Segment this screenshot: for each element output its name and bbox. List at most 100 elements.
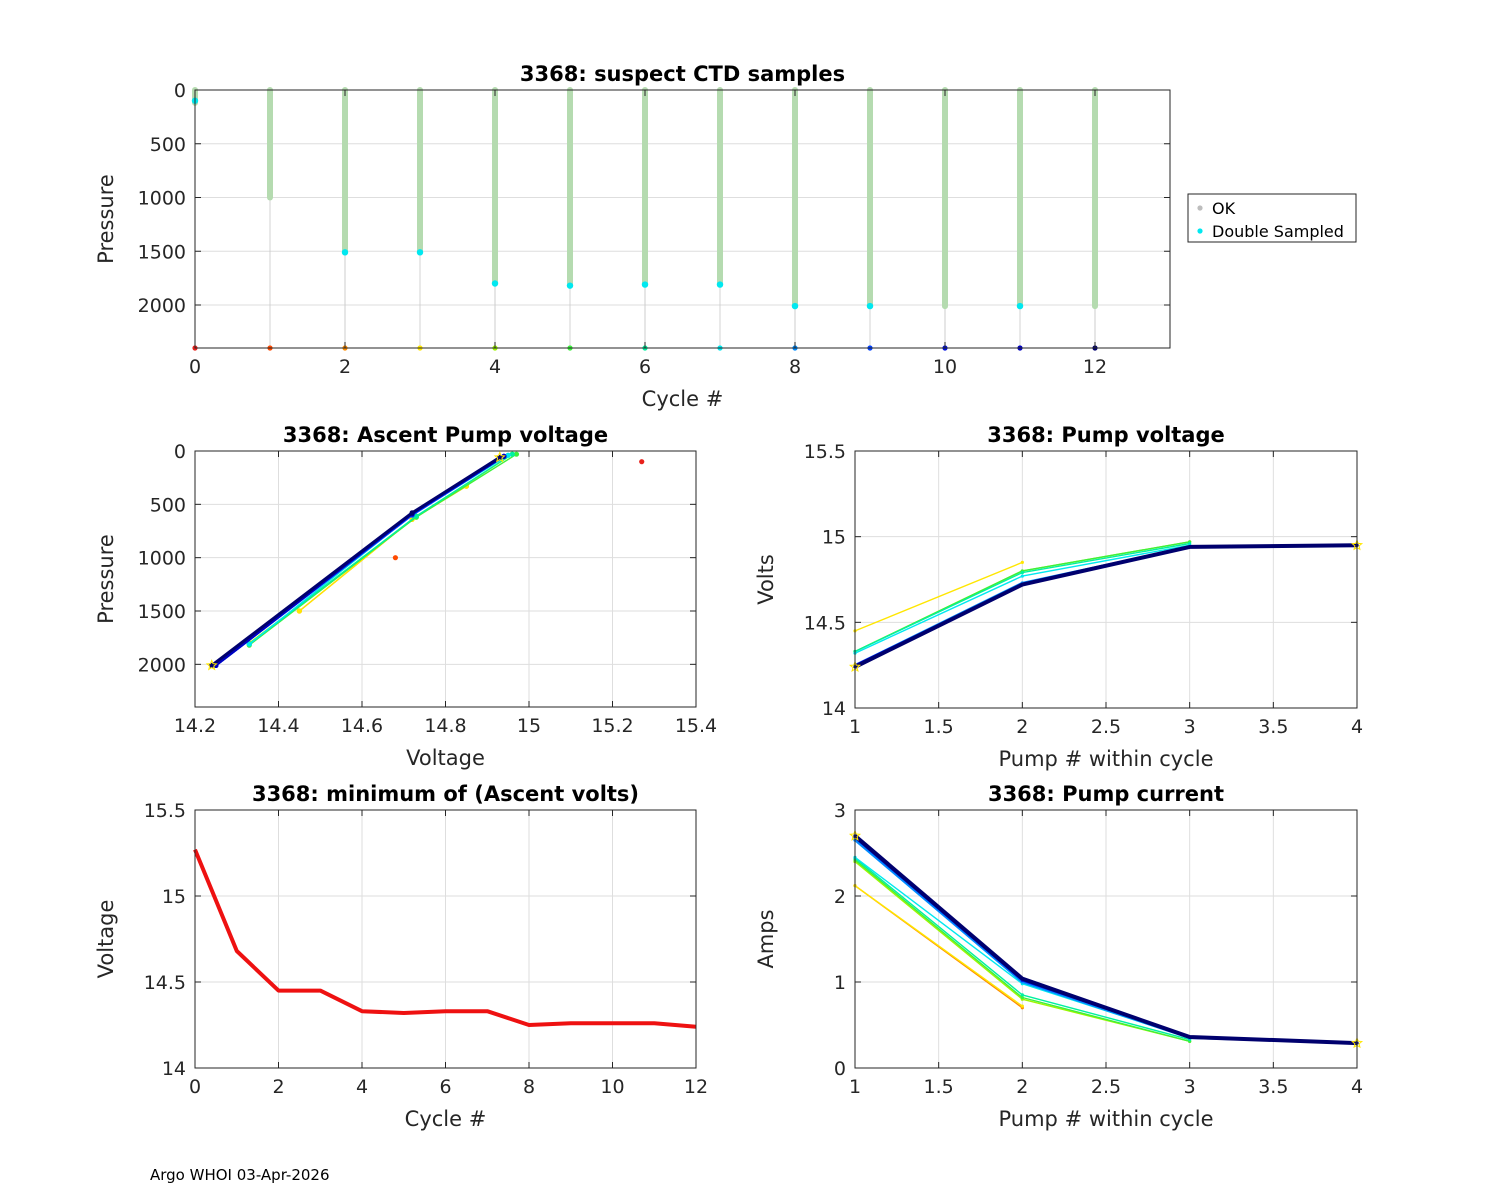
ascent-pump-voltage-chart: 14.2 14.4 14.6 14.8 15 15.2 15.4 0 500 1000 1500 20… xyxy=(94,423,717,770)
x-tick-label: 6 xyxy=(439,1076,451,1098)
x-tick-label: 6 xyxy=(639,356,651,378)
x-tick-label: 2 xyxy=(339,356,351,378)
x-tick-label: 3 xyxy=(1184,1076,1196,1098)
x-tick-label: 0 xyxy=(189,356,201,378)
ascent-end-marker xyxy=(493,451,506,463)
x-tick-label: 10 xyxy=(600,1076,624,1098)
double-sampled-point xyxy=(641,281,649,288)
y-tick-label: 0 xyxy=(174,80,186,102)
x-axis-label: Voltage xyxy=(406,746,485,770)
x-tick-label: 12 xyxy=(684,1076,708,1098)
ascent-point xyxy=(409,510,415,516)
double-sampled-point xyxy=(491,280,499,287)
ascent-point xyxy=(513,451,520,457)
x-tick-label: 1 xyxy=(849,716,861,738)
x-tick-label: 3 xyxy=(1184,716,1196,738)
x-tick-label: 8 xyxy=(789,356,801,378)
x-tick-label: 2.5 xyxy=(1091,716,1121,738)
current-series-line xyxy=(853,834,1358,1046)
double-sampled-point xyxy=(416,249,424,256)
x-tick-label: 4 xyxy=(356,1076,368,1098)
pumpv-point xyxy=(1020,574,1024,578)
pump-voltage-chart: 1 1.5 2 2.5 3 3.5 4 14 14.5 15 15.5 3368: Pump volt… xyxy=(754,423,1364,771)
y-tick-label: 15 xyxy=(822,527,846,549)
y-axis-label: Pressure xyxy=(94,534,118,624)
x-tick-label: 1.5 xyxy=(924,1076,954,1098)
chart-title: 3368: Ascent Pump voltage xyxy=(283,423,608,447)
y-tick-label: 2000 xyxy=(138,654,186,676)
y-tick-label: 500 xyxy=(150,134,186,156)
ascent-point xyxy=(413,513,419,519)
y-axis-label: Pressure xyxy=(94,174,118,264)
ascent-point xyxy=(509,451,515,457)
plot-area xyxy=(848,829,1364,1049)
double-sampled-point xyxy=(341,249,349,256)
current-point xyxy=(1020,995,1024,1000)
ascent-end-marker xyxy=(205,659,218,671)
legend-ok-marker xyxy=(1197,205,1203,211)
y-axis-label: Voltage xyxy=(94,900,118,979)
x-axis-label: Cycle # xyxy=(642,387,724,411)
plot-area xyxy=(848,538,1364,672)
pumpv-series-line xyxy=(854,543,1358,669)
axes-box xyxy=(194,89,1171,349)
x-tick-label: 2.5 xyxy=(1091,1076,1121,1098)
minv-series-line xyxy=(193,848,697,1029)
x-axis-label: Pump # within cycle xyxy=(999,747,1214,771)
y-tick-label: 14 xyxy=(822,698,846,720)
x-tick-label: 4 xyxy=(1351,1076,1363,1098)
ctd-samples-chart: 0 2 4 6 8 10 12 0 500 1000 1500 2000 3368: suspect C… xyxy=(94,62,1171,411)
x-tick-label: 14.6 xyxy=(341,715,383,737)
y-tick-label: 0 xyxy=(174,441,186,463)
x-tick-label: 8 xyxy=(523,1076,535,1098)
y-tick-label: 15.5 xyxy=(144,800,186,822)
ascent-point xyxy=(639,459,645,465)
x-tick-label: 10 xyxy=(933,356,957,378)
current-point xyxy=(1020,1004,1024,1008)
x-tick-label: 14.4 xyxy=(257,715,299,737)
y-axis-label: Volts xyxy=(754,554,778,605)
y-tick-label: 2000 xyxy=(138,295,186,317)
current-point xyxy=(1188,1035,1192,1039)
x-tick-label: 2 xyxy=(272,1076,284,1098)
x-tick-label: 1.5 xyxy=(924,716,954,738)
x-tick-label: 0 xyxy=(189,1076,201,1098)
x-tick-label: 2 xyxy=(1016,1076,1028,1098)
legend-double-label: Double Sampled xyxy=(1212,222,1344,241)
double-sampled-point xyxy=(566,282,574,289)
x-axis-label: Cycle # xyxy=(405,1107,487,1131)
current-point xyxy=(1020,976,1024,981)
pumpv-point xyxy=(1020,583,1024,587)
current-series-line xyxy=(854,885,1023,1007)
chart-title: 3368: Pump voltage xyxy=(987,423,1225,447)
x-tick-label: 15.4 xyxy=(675,715,717,737)
y-tick-label: 1000 xyxy=(138,548,186,570)
ascent-point xyxy=(296,608,302,614)
y-tick-label: 14.5 xyxy=(804,612,846,634)
legend-box xyxy=(1187,193,1357,243)
pumpv-series-line xyxy=(854,561,1023,632)
x-tick-label: 15 xyxy=(517,715,541,737)
pumpv-point xyxy=(1020,571,1024,575)
legend-ok-label: OK xyxy=(1212,199,1236,218)
y-tick-label: 14.5 xyxy=(144,972,186,994)
footer-credit: Argo WHOI 03-Apr-2026 xyxy=(150,1166,330,1184)
double-sampled-point xyxy=(866,302,874,310)
y-tick-label: 15.5 xyxy=(804,441,846,463)
chart-title: 3368: suspect CTD samples xyxy=(520,62,845,86)
ascent-point xyxy=(505,452,511,458)
double-sampled-point xyxy=(1016,302,1024,310)
double-sampled-point xyxy=(716,281,724,288)
x-tick-label: 12 xyxy=(1083,356,1107,378)
y-tick-label: 1 xyxy=(834,972,846,994)
x-tick-label: 15.2 xyxy=(591,715,633,737)
y-tick-label: 1500 xyxy=(138,241,186,263)
y-tick-label: 3 xyxy=(834,800,846,822)
legend-double-marker xyxy=(1197,228,1203,234)
y-tick-label: 15 xyxy=(162,886,186,908)
ascent-point xyxy=(392,555,398,561)
x-tick-label: 4 xyxy=(1351,716,1363,738)
x-tick-label: 14.8 xyxy=(424,715,466,737)
